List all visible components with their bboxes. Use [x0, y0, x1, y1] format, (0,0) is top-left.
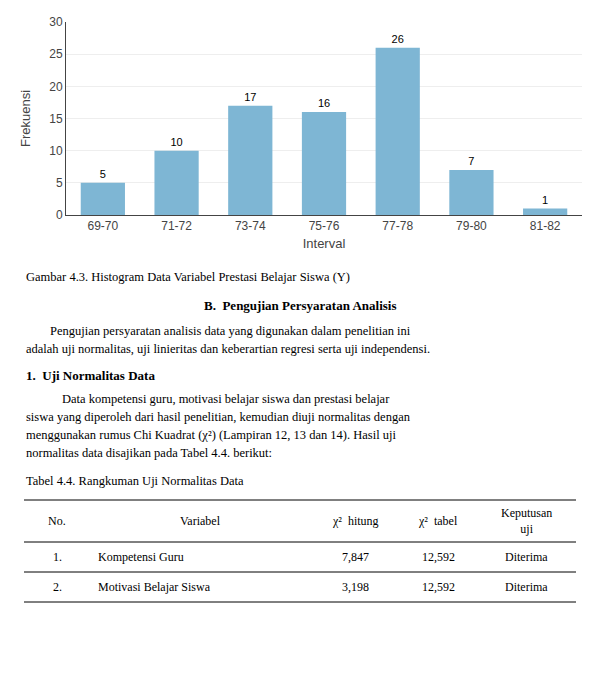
svg-text:26: 26: [392, 33, 404, 45]
svg-text:10: 10: [49, 144, 63, 158]
svg-text:16: 16: [318, 97, 330, 109]
svg-text:Diterima: Diterima: [505, 550, 548, 564]
svg-text:71-72: 71-72: [161, 219, 192, 233]
svg-text:Keputusanuji: Keputusanuji: [501, 506, 552, 536]
svg-text:2.: 2.: [53, 580, 62, 594]
svg-text:81-82: 81-82: [530, 219, 561, 233]
svg-text:Kompetensi Guru: Kompetensi Guru: [98, 550, 184, 564]
svg-text:20: 20: [49, 80, 63, 94]
svg-text:χ² hitung: χ² hitung: [332, 514, 379, 528]
svg-text:1. Uji Normalitas Data: 1. Uji Normalitas Data: [26, 368, 155, 383]
svg-text:10: 10: [170, 136, 182, 148]
svg-text:69-70: 69-70: [88, 219, 119, 233]
svg-text:1: 1: [542, 194, 548, 206]
svg-text:75-76: 75-76: [309, 219, 340, 233]
svg-text:5: 5: [56, 176, 63, 190]
svg-text:12,592: 12,592: [422, 550, 455, 564]
svg-text:73-74: 73-74: [235, 219, 266, 233]
svg-text:15: 15: [49, 112, 63, 126]
svg-text:menggunakan rumus Chi Kuadrat: menggunakan rumus Chi Kuadrat (χ²) (Lamp…: [26, 428, 397, 442]
svg-text:Interval: Interval: [303, 236, 346, 251]
svg-text:Motivasi Belajar Siswa: Motivasi Belajar Siswa: [98, 580, 211, 594]
svg-text:siswa yang diperoleh dari hasi: siswa yang diperoleh dari hasil peneliti…: [26, 410, 411, 424]
svg-text:normalitas data disajikan pada: normalitas data disajikan pada Tabel 4.4…: [26, 446, 272, 460]
svg-text:1.: 1.: [53, 550, 62, 564]
svg-text:25: 25: [49, 47, 63, 61]
svg-text:3,198: 3,198: [342, 580, 369, 594]
svg-text:12,592: 12,592: [422, 580, 455, 594]
svg-text:7: 7: [468, 155, 474, 167]
svg-text:Tabel 4.4. Rangkuman Uji Norma: Tabel 4.4. Rangkuman Uji Normalitas Data: [26, 474, 244, 488]
svg-text:Variabel: Variabel: [180, 514, 221, 528]
svg-text:Pengujian persyaratan analisis: Pengujian persyaratan analisis data yang…: [50, 324, 411, 338]
svg-text:7,847: 7,847: [342, 550, 369, 564]
svg-text:Frekuensi: Frekuensi: [18, 90, 33, 147]
svg-text:17: 17: [244, 91, 256, 103]
svg-text:Data kompetensi guru, motivasi: Data kompetensi guru, motivasi belajar s…: [62, 392, 390, 406]
svg-text:0: 0: [56, 208, 63, 222]
svg-text:Diterima: Diterima: [505, 580, 548, 594]
svg-text:30: 30: [49, 15, 63, 29]
svg-text:79-80: 79-80: [456, 219, 487, 233]
svg-text:χ² tabel: χ² tabel: [418, 514, 458, 528]
svg-text:No.: No.: [48, 514, 66, 528]
svg-text:77-78: 77-78: [382, 219, 413, 233]
svg-text:adalah uji normalitas, uji lin: adalah uji normalitas, uji linieritas da…: [26, 342, 430, 356]
svg-text:Gambar 4.3. Histogram Data Var: Gambar 4.3. Histogram Data Variabel Pres…: [26, 270, 350, 284]
svg-text:B. Pengujian Persyaratan Anal: B. Pengujian Persyaratan Analisis: [204, 298, 397, 313]
svg-text:5: 5: [100, 168, 106, 180]
